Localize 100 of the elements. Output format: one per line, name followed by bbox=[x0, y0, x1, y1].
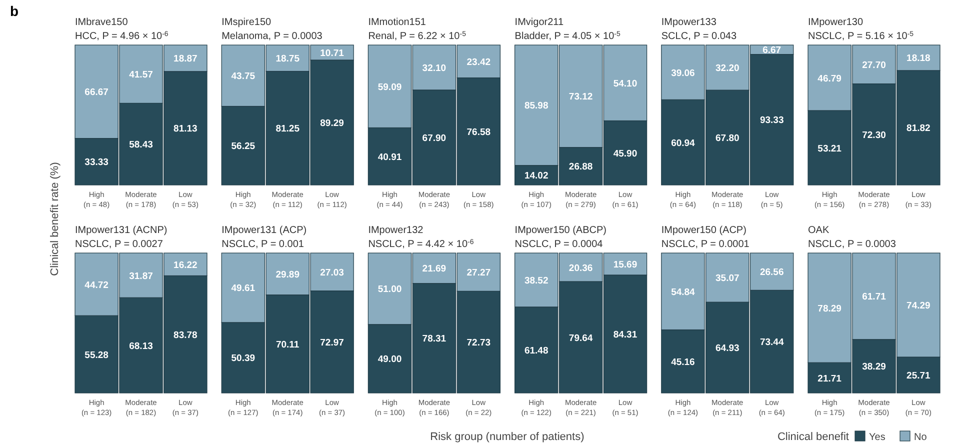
data-label: 23.42 bbox=[466, 56, 491, 68]
data-label: 59.09 bbox=[378, 82, 402, 93]
data-label: 39.06 bbox=[671, 68, 695, 79]
chart-title: IMpower132 bbox=[368, 225, 424, 236]
data-label: 61.71 bbox=[862, 292, 887, 303]
chart-title: IMpower150 (ABCP) bbox=[514, 225, 607, 236]
data-label: 53.21 bbox=[818, 143, 842, 154]
legend-title: Clinical benefit bbox=[777, 431, 849, 443]
data-label: 68.13 bbox=[129, 340, 153, 352]
chart-title: IMpower150 (ACP) bbox=[661, 225, 746, 236]
data-label: 67.90 bbox=[422, 132, 446, 144]
data-label: 56.25 bbox=[231, 141, 256, 152]
data-label: 29.89 bbox=[276, 269, 300, 280]
data-label: 51.00 bbox=[378, 284, 402, 296]
data-label: 73.12 bbox=[568, 92, 593, 103]
chart-subtitle: NSCLC, P = 0.001 bbox=[222, 239, 304, 250]
chart-title: IMpower131 (ACP) bbox=[222, 225, 307, 236]
data-label: 27.70 bbox=[862, 60, 886, 71]
chart-subtitle: Bladder, P = 4.05 × 10$^{-5}$ bbox=[514, 30, 620, 42]
data-label: 81.82 bbox=[906, 123, 930, 134]
chart-subtitle: NSCLC, P = 5.16 × 10$^{-5}$ bbox=[808, 30, 914, 42]
data-label: 61.48 bbox=[524, 345, 548, 356]
data-label: 16.22 bbox=[174, 260, 198, 271]
data-label: 6.67 bbox=[762, 45, 782, 56]
data-label: 43.75 bbox=[231, 71, 256, 82]
data-label: 85.98 bbox=[524, 100, 548, 112]
data-label: 49.00 bbox=[378, 354, 402, 366]
x-axis-title: Risk group (number of patients) bbox=[430, 431, 584, 443]
data-label: 55.28 bbox=[84, 350, 108, 361]
data-label: 27.27 bbox=[466, 268, 491, 279]
data-label: 54.84 bbox=[671, 286, 696, 298]
data-label: 72.73 bbox=[466, 338, 491, 349]
data-label: 14.02 bbox=[524, 170, 548, 182]
data-label: 25.71 bbox=[906, 370, 932, 382]
data-label: 35.07 bbox=[716, 273, 740, 284]
data-label: 21.69 bbox=[422, 264, 446, 275]
chart-subtitle: NSCLC, P = 4.42 × 10$^{-6}$ bbox=[368, 238, 474, 250]
data-label: 18.18 bbox=[906, 53, 930, 64]
chart-title: IMbrave150 bbox=[75, 17, 128, 28]
data-label: 72.30 bbox=[862, 130, 886, 141]
y-axis-title: Clinical benefit rate (%) bbox=[49, 162, 61, 276]
data-label: 32.20 bbox=[716, 63, 740, 74]
chart-subtitle: NSCLC, P = 0.0027 bbox=[75, 239, 164, 250]
data-label: 54.10 bbox=[613, 78, 638, 90]
data-label: 38.29 bbox=[862, 362, 886, 373]
data-label: 58.43 bbox=[129, 140, 153, 151]
data-label: 46.79 bbox=[818, 73, 842, 84]
data-label: 70.11 bbox=[276, 339, 300, 350]
data-label: 83.78 bbox=[174, 330, 198, 341]
data-label: 49.61 bbox=[231, 283, 256, 294]
chart-title: IMpower133 bbox=[661, 17, 717, 28]
data-label: 67.80 bbox=[716, 133, 740, 144]
data-label: 78.29 bbox=[818, 303, 842, 314]
data-label: 41.57 bbox=[129, 70, 153, 81]
data-label: 81.25 bbox=[276, 124, 300, 135]
data-label: 40.91 bbox=[378, 152, 402, 163]
chart-subtitle: NSCLC, P = 0.0001 bbox=[661, 239, 750, 250]
data-label: 84.31 bbox=[613, 329, 638, 340]
data-label: 64.93 bbox=[716, 343, 740, 354]
data-label: 44.72 bbox=[84, 280, 108, 291]
data-label: 93.33 bbox=[760, 115, 784, 126]
chart-subtitle: NSCLC, P = 0.0004 bbox=[514, 239, 604, 250]
data-label: 18.87 bbox=[174, 54, 198, 65]
data-label: 27.03 bbox=[320, 267, 344, 278]
data-label: 18.75 bbox=[276, 54, 300, 65]
data-label: 78.31 bbox=[422, 334, 447, 345]
data-label: 31.87 bbox=[129, 270, 153, 282]
text: b bbox=[10, 3, 19, 19]
legend-label: No bbox=[914, 432, 928, 443]
data-label: 26.56 bbox=[760, 267, 784, 278]
data-label: 89.29 bbox=[320, 118, 344, 129]
data-label: 38.52 bbox=[524, 275, 548, 286]
data-label: 74.29 bbox=[906, 300, 930, 312]
data-label: 26.88 bbox=[568, 162, 593, 173]
data-label: 76.58 bbox=[466, 126, 491, 138]
data-label: 10.71 bbox=[320, 48, 345, 59]
legend-label: Yes bbox=[869, 432, 886, 443]
data-label: 81.13 bbox=[174, 124, 198, 135]
data-label: 20.36 bbox=[568, 262, 593, 274]
data-label: 79.64 bbox=[568, 332, 594, 344]
data-label: 73.44 bbox=[760, 337, 784, 348]
chart-subtitle: SCLC, P = 0.043 bbox=[661, 31, 737, 42]
data-label: 66.67 bbox=[84, 87, 108, 98]
chart-title: OAK bbox=[808, 225, 830, 236]
data-label: 45.90 bbox=[613, 148, 638, 160]
chart-title: IMmotion151 bbox=[368, 17, 426, 28]
data-label: 72.97 bbox=[320, 337, 344, 348]
data-label: 15.69 bbox=[613, 259, 638, 270]
data-label: 33.33 bbox=[84, 157, 108, 168]
chart-subtitle: Renal, P = 6.22 × 10$^{-5}$ bbox=[368, 30, 466, 42]
chart-subtitle: NSCLC, P = 0.0003 bbox=[808, 239, 896, 250]
chart-subtitle: Melanoma, P = 0.0003 bbox=[222, 31, 323, 42]
data-label: 60.94 bbox=[671, 138, 696, 149]
chart-title: IMpower130 bbox=[808, 17, 864, 28]
data-label: 50.39 bbox=[231, 353, 256, 364]
chart-title: IMpower131 (ACNP) bbox=[75, 225, 168, 236]
data-label: 45.16 bbox=[671, 356, 695, 368]
data-label: 21.71 bbox=[818, 373, 842, 384]
data-label: 32.10 bbox=[422, 62, 446, 74]
chart-subtitle: HCC, P = 4.96 × 10$^{-6}$ bbox=[75, 30, 168, 42]
